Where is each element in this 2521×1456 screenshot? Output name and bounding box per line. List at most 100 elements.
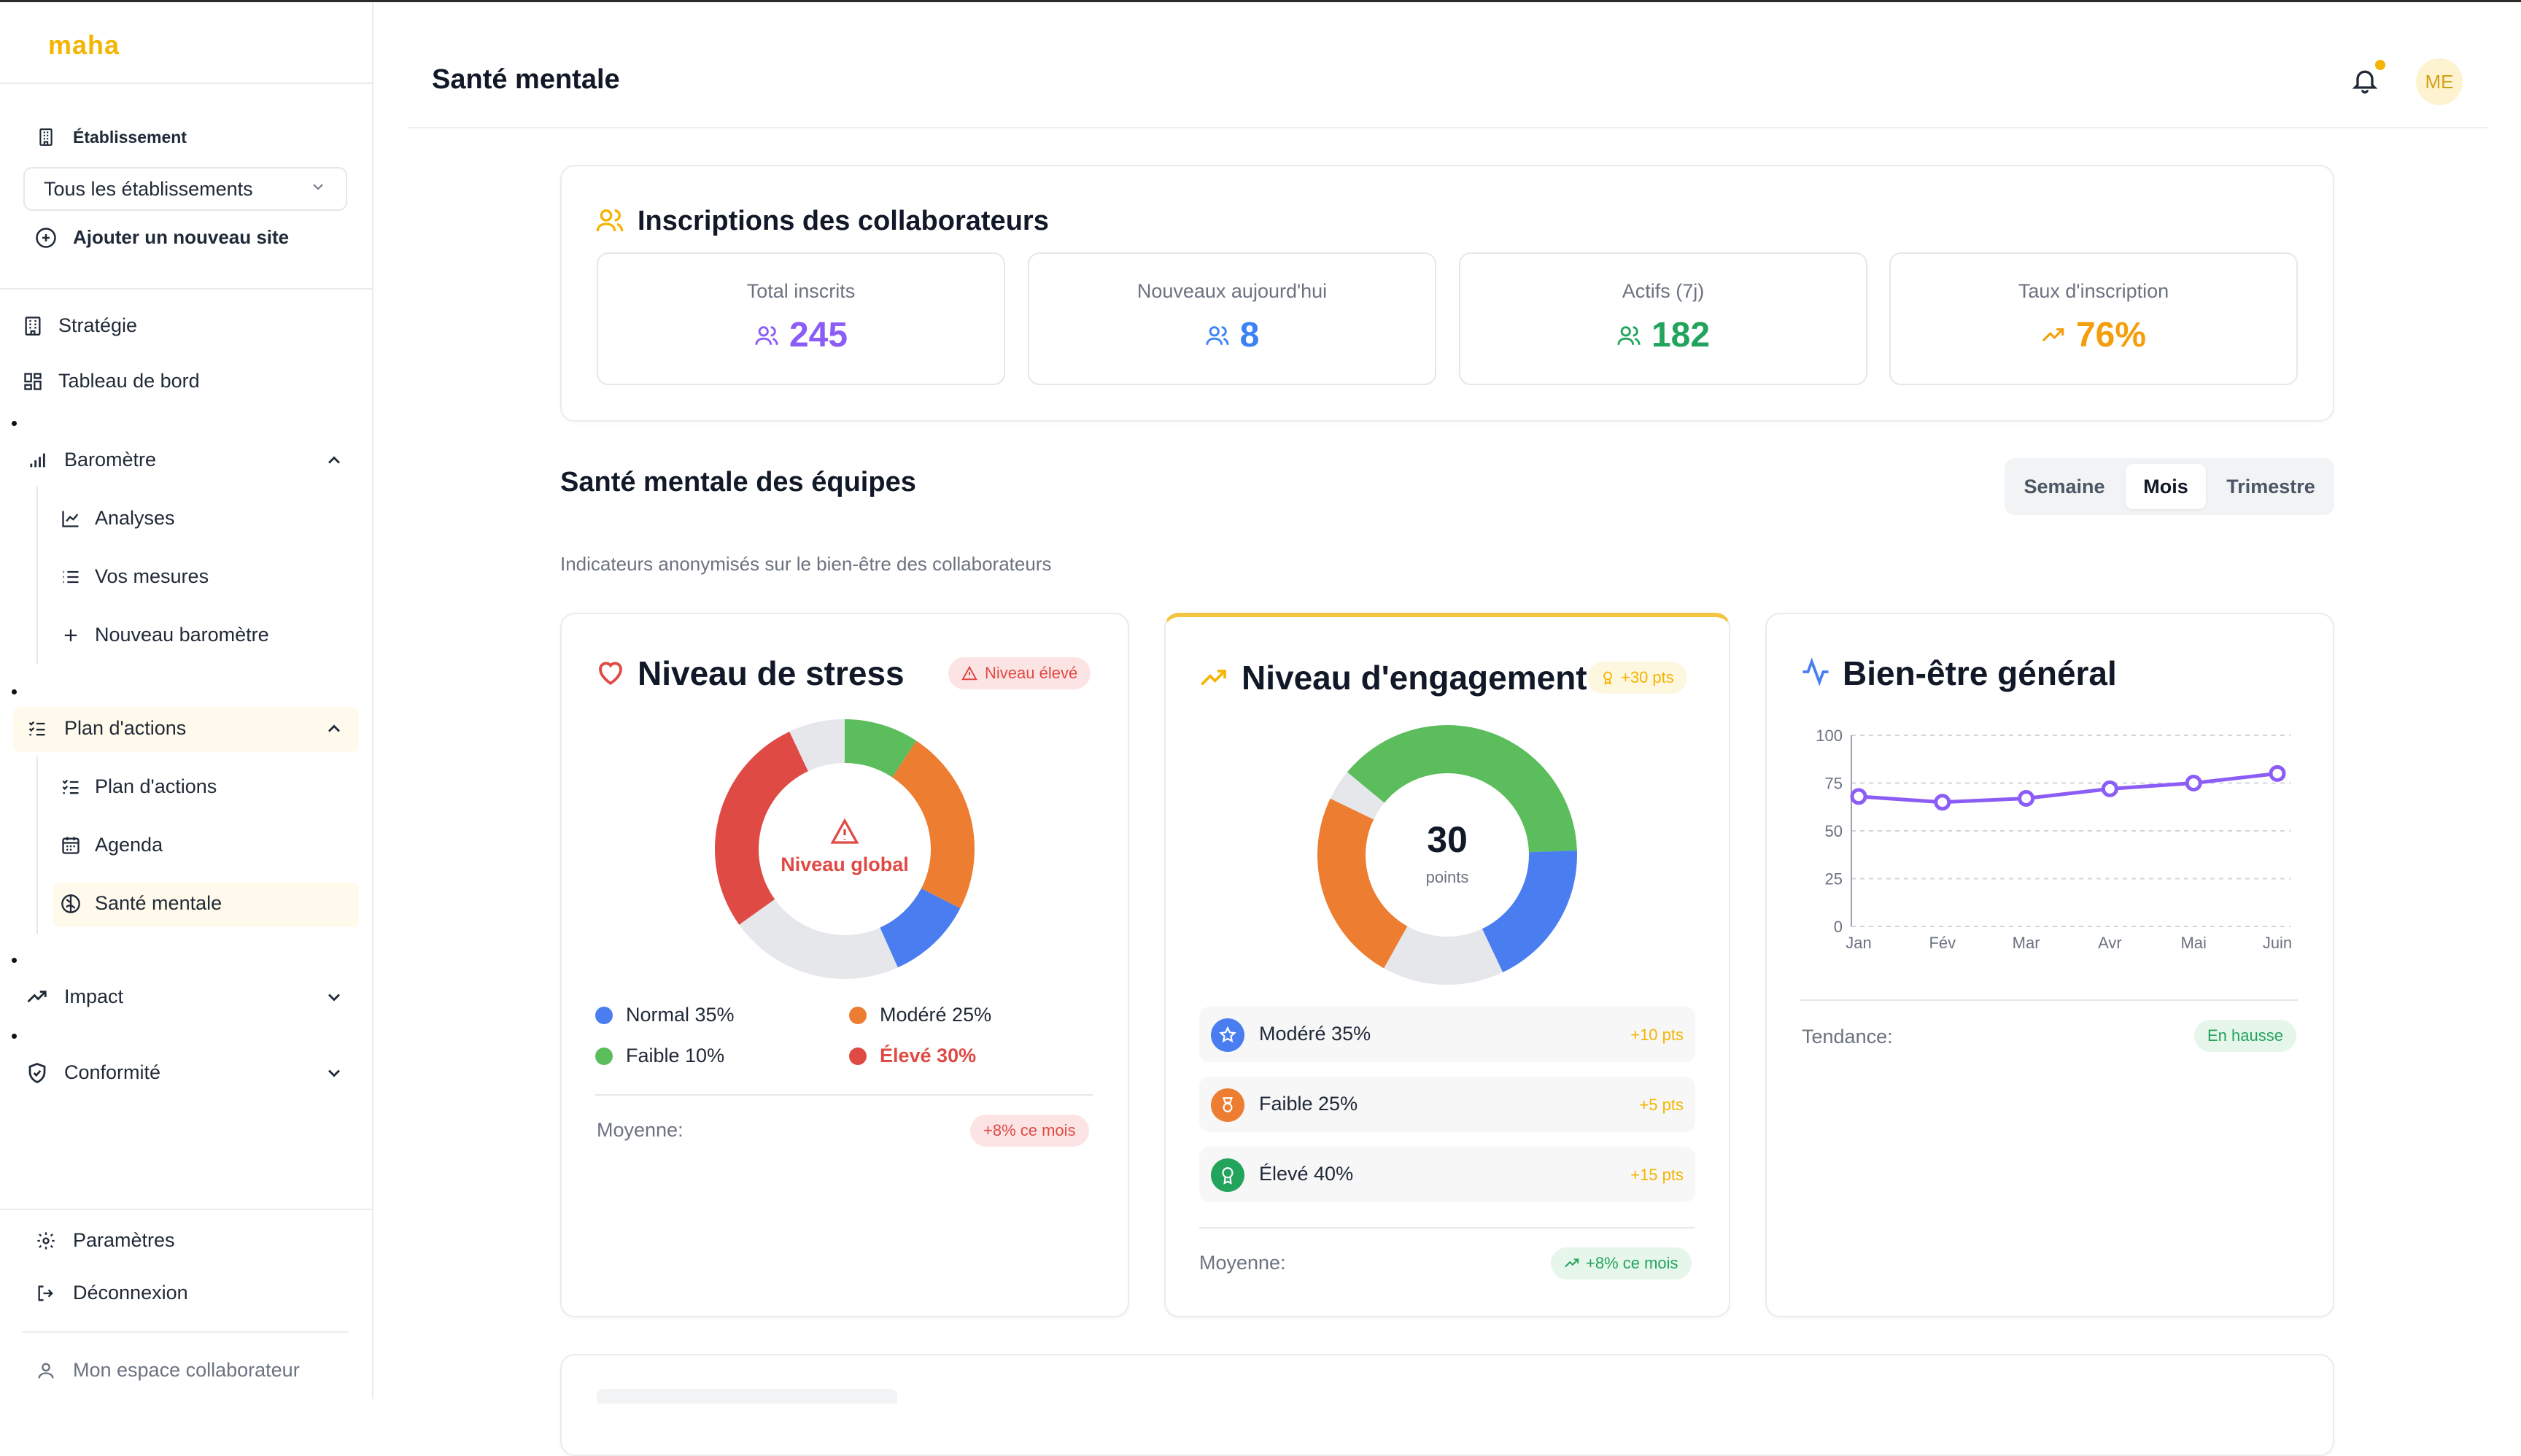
data-point[interactable] xyxy=(1934,794,1951,811)
legend-swatch xyxy=(849,1047,867,1065)
submenu-guide xyxy=(36,487,38,665)
data-point[interactable] xyxy=(2101,780,2118,797)
divider xyxy=(1800,999,2298,1001)
stress-title: Niveau de stress xyxy=(638,654,905,692)
divider xyxy=(0,82,372,84)
engagement-row: Faible 25% +5 pts xyxy=(1199,1077,1695,1132)
series-line xyxy=(1858,771,2278,805)
slice-faible[interactable] xyxy=(845,719,917,778)
bullet-dot xyxy=(12,958,17,963)
divider xyxy=(22,1331,349,1333)
calendar-icon xyxy=(60,835,82,856)
user-icon xyxy=(35,1360,57,1382)
wellbeing-title: Bien-être général xyxy=(1843,654,2117,692)
x-tick-label: Juin xyxy=(2263,934,2292,952)
sidebar-item-agenda[interactable]: Agenda xyxy=(60,834,163,856)
engagement-row: Élevé 40% +15 pts xyxy=(1199,1147,1695,1202)
slice-eleve[interactable] xyxy=(715,731,808,925)
bullet-dot xyxy=(12,421,17,426)
period-tab-trimestre[interactable]: Trimestre xyxy=(2226,475,2315,497)
engagement-points-badge: +30 pts xyxy=(1587,662,1687,694)
data-point[interactable] xyxy=(1850,788,1867,805)
sidebar-item-barometre[interactable]: Baromètre xyxy=(26,449,156,471)
stat-label: Total inscrits xyxy=(746,280,856,302)
chevron-down-icon[interactable] xyxy=(324,1063,344,1087)
trending-up-icon xyxy=(1564,1255,1580,1271)
data-point[interactable] xyxy=(2185,775,2202,791)
chevron-down-icon[interactable] xyxy=(324,987,344,1011)
legend-item: Élevé 30% xyxy=(849,1045,976,1067)
activity-icon xyxy=(1800,657,1831,691)
plus-circle-icon xyxy=(35,227,57,249)
sidebar-item-analyses[interactable]: Analyses xyxy=(60,507,175,530)
employee-space-link[interactable]: Mon espace collaborateur xyxy=(35,1359,300,1382)
slice-faible[interactable] xyxy=(1317,798,1408,969)
sidebar-item-impact[interactable]: Impact xyxy=(26,985,123,1008)
active-item-background xyxy=(53,882,359,927)
bell-icon[interactable] xyxy=(2350,66,2379,95)
line-chart-icon xyxy=(60,508,82,530)
period-tab-mois[interactable]: Mois xyxy=(2126,464,2206,509)
slice-gap[interactable] xyxy=(1330,772,1385,820)
bullet-dot xyxy=(12,689,17,694)
building-icon xyxy=(22,315,44,337)
x-tick-label: Mar xyxy=(2013,934,2040,952)
header-divider xyxy=(408,127,2487,128)
x-tick-label: Mai xyxy=(2180,934,2206,952)
section-title: Santé mentale des équipes xyxy=(560,467,916,497)
add-site-button[interactable]: Ajouter un nouveau site xyxy=(35,226,289,249)
engagement-title: Niveau d'engagement xyxy=(1242,659,1587,697)
engagement-row: Modéré 35% +10 pts xyxy=(1199,1007,1695,1062)
stress-footer-label: Moyenne: xyxy=(597,1119,684,1141)
establishment-select-value: Tous les établissements xyxy=(44,177,253,200)
page-title: Santé mentale xyxy=(432,64,620,95)
active-item-background xyxy=(13,707,359,752)
data-point[interactable] xyxy=(2269,764,2286,782)
slice-modere[interactable] xyxy=(892,740,975,909)
slice-normal[interactable] xyxy=(880,888,961,968)
logout-link[interactable]: Déconnexion xyxy=(35,1282,188,1304)
sidebar-item-tableau-de-bord[interactable]: Tableau de bord xyxy=(22,370,200,392)
warning-icon xyxy=(830,817,859,850)
avatar[interactable]: ME xyxy=(2416,58,2463,105)
next-card xyxy=(560,1354,2334,1456)
sidebar-item-strategie[interactable]: Stratégie xyxy=(22,314,137,337)
settings-link[interactable]: Paramètres xyxy=(35,1229,175,1252)
registrations-card xyxy=(560,165,2334,422)
legend-item: Modéré 25% xyxy=(849,1004,991,1026)
stat-value: 8 xyxy=(1029,315,1435,355)
slice-normal-track[interactable] xyxy=(739,899,898,979)
slice-modere[interactable] xyxy=(1482,850,1577,972)
plus-icon xyxy=(60,624,82,646)
y-tick-label: 75 xyxy=(1825,775,1843,793)
x-tick-label: Avr xyxy=(2098,934,2122,952)
engagement-donut-chart xyxy=(1317,725,1577,985)
warning-icon xyxy=(961,665,977,681)
stat-label: Actifs (7j) xyxy=(1622,280,1705,302)
logout-icon xyxy=(35,1282,57,1304)
sidebar-item-conformite[interactable]: Conformité xyxy=(26,1061,160,1084)
establishment-select[interactable]: Tous les établissements xyxy=(23,167,347,211)
slice-modere-track[interactable] xyxy=(1384,926,1503,985)
slice-eleve[interactable] xyxy=(1347,725,1577,853)
users-icon xyxy=(1205,323,1230,348)
submenu-guide xyxy=(36,756,38,934)
heart-icon xyxy=(595,657,626,691)
chevron-up-icon[interactable] xyxy=(324,450,344,474)
sidebar-item-plan-actions[interactable]: Plan d'actions xyxy=(26,717,186,740)
stat-value: 76% xyxy=(1891,315,2296,355)
data-point[interactable] xyxy=(2018,789,2035,807)
sidebar-item-plan-actions-sub[interactable]: Plan d'actions xyxy=(60,775,217,798)
wellbeing-line-chart: 0 25 50 75 100 Jan Fév Mar Avr Mai Juin xyxy=(1816,727,2292,952)
period-tab-semaine[interactable]: Semaine xyxy=(2024,475,2105,497)
engagement-center-value: 30 xyxy=(1427,819,1468,860)
trending-up-icon xyxy=(1199,664,1228,697)
engagement-footer-label: Moyenne: xyxy=(1199,1252,1286,1274)
sidebar-item-nouveau-barometre[interactable]: Nouveau baromètre xyxy=(60,624,269,646)
sidebar-item-sante-mentale[interactable]: Santé mentale xyxy=(60,892,222,915)
brand-logo[interactable]: maha xyxy=(48,30,120,60)
divider xyxy=(595,1094,1093,1096)
sidebar-item-vos-mesures[interactable]: Vos mesures xyxy=(60,565,209,588)
chevron-up-icon[interactable] xyxy=(324,719,344,743)
stat-label: Nouveaux aujourd'hui xyxy=(1136,280,1328,302)
